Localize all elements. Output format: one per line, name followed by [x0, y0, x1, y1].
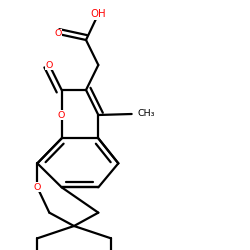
Text: O: O — [46, 60, 53, 70]
Text: O: O — [55, 30, 62, 38]
Text: CH₃: CH₃ — [138, 110, 156, 118]
Text: O: O — [58, 110, 65, 120]
Text: OH: OH — [90, 9, 106, 19]
Text: O: O — [34, 183, 41, 192]
